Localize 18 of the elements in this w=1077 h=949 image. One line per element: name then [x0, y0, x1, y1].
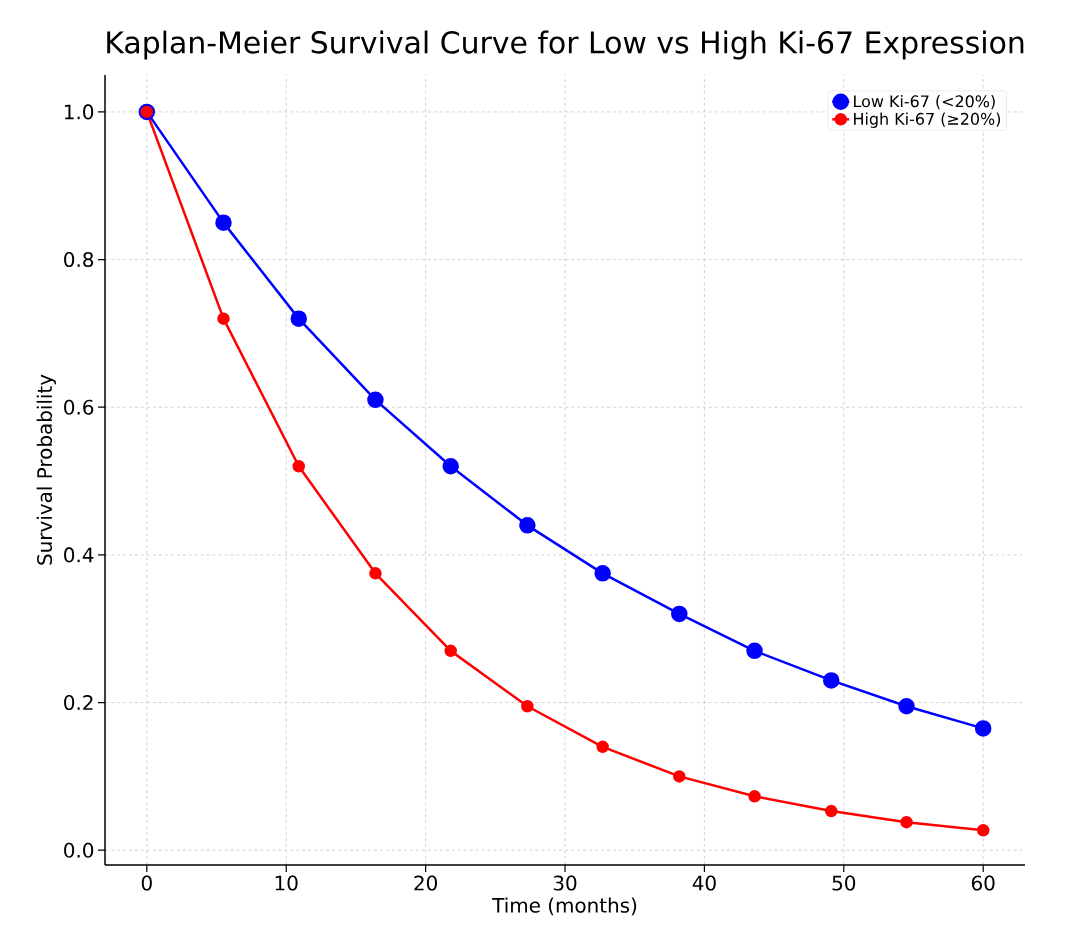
y-tick-label: 0.4: [64, 547, 94, 563]
x-tick-label: 40: [692, 875, 716, 891]
y-tick-label: 0.2: [64, 695, 93, 711]
x-tick-label: 60: [971, 875, 995, 891]
y-tick-label: 1.0: [64, 104, 94, 120]
legend-label: High Ki-67 (≥20%): [854, 112, 1001, 128]
legend-label: Low Ki-67 (<20%): [854, 94, 995, 110]
x-tick-label: 0: [141, 875, 152, 891]
x-tick-label: 50: [832, 875, 856, 891]
x-tick-label: 10: [275, 875, 298, 891]
x-tick-label: 30: [553, 875, 577, 891]
x-axis-title: Time (months): [492, 897, 637, 916]
chart-title: Kaplan-Meier Survival Curve for Low vs High Ki-67 Expression: [107, 30, 1024, 60]
x-tick-label: 20: [414, 875, 437, 891]
y-tick-label: 0.0: [64, 842, 94, 858]
y-tick-label: 0.6: [64, 399, 94, 415]
y-axis-title: Survival Probability: [36, 374, 56, 565]
y-tick-label: 0.8: [64, 252, 94, 268]
